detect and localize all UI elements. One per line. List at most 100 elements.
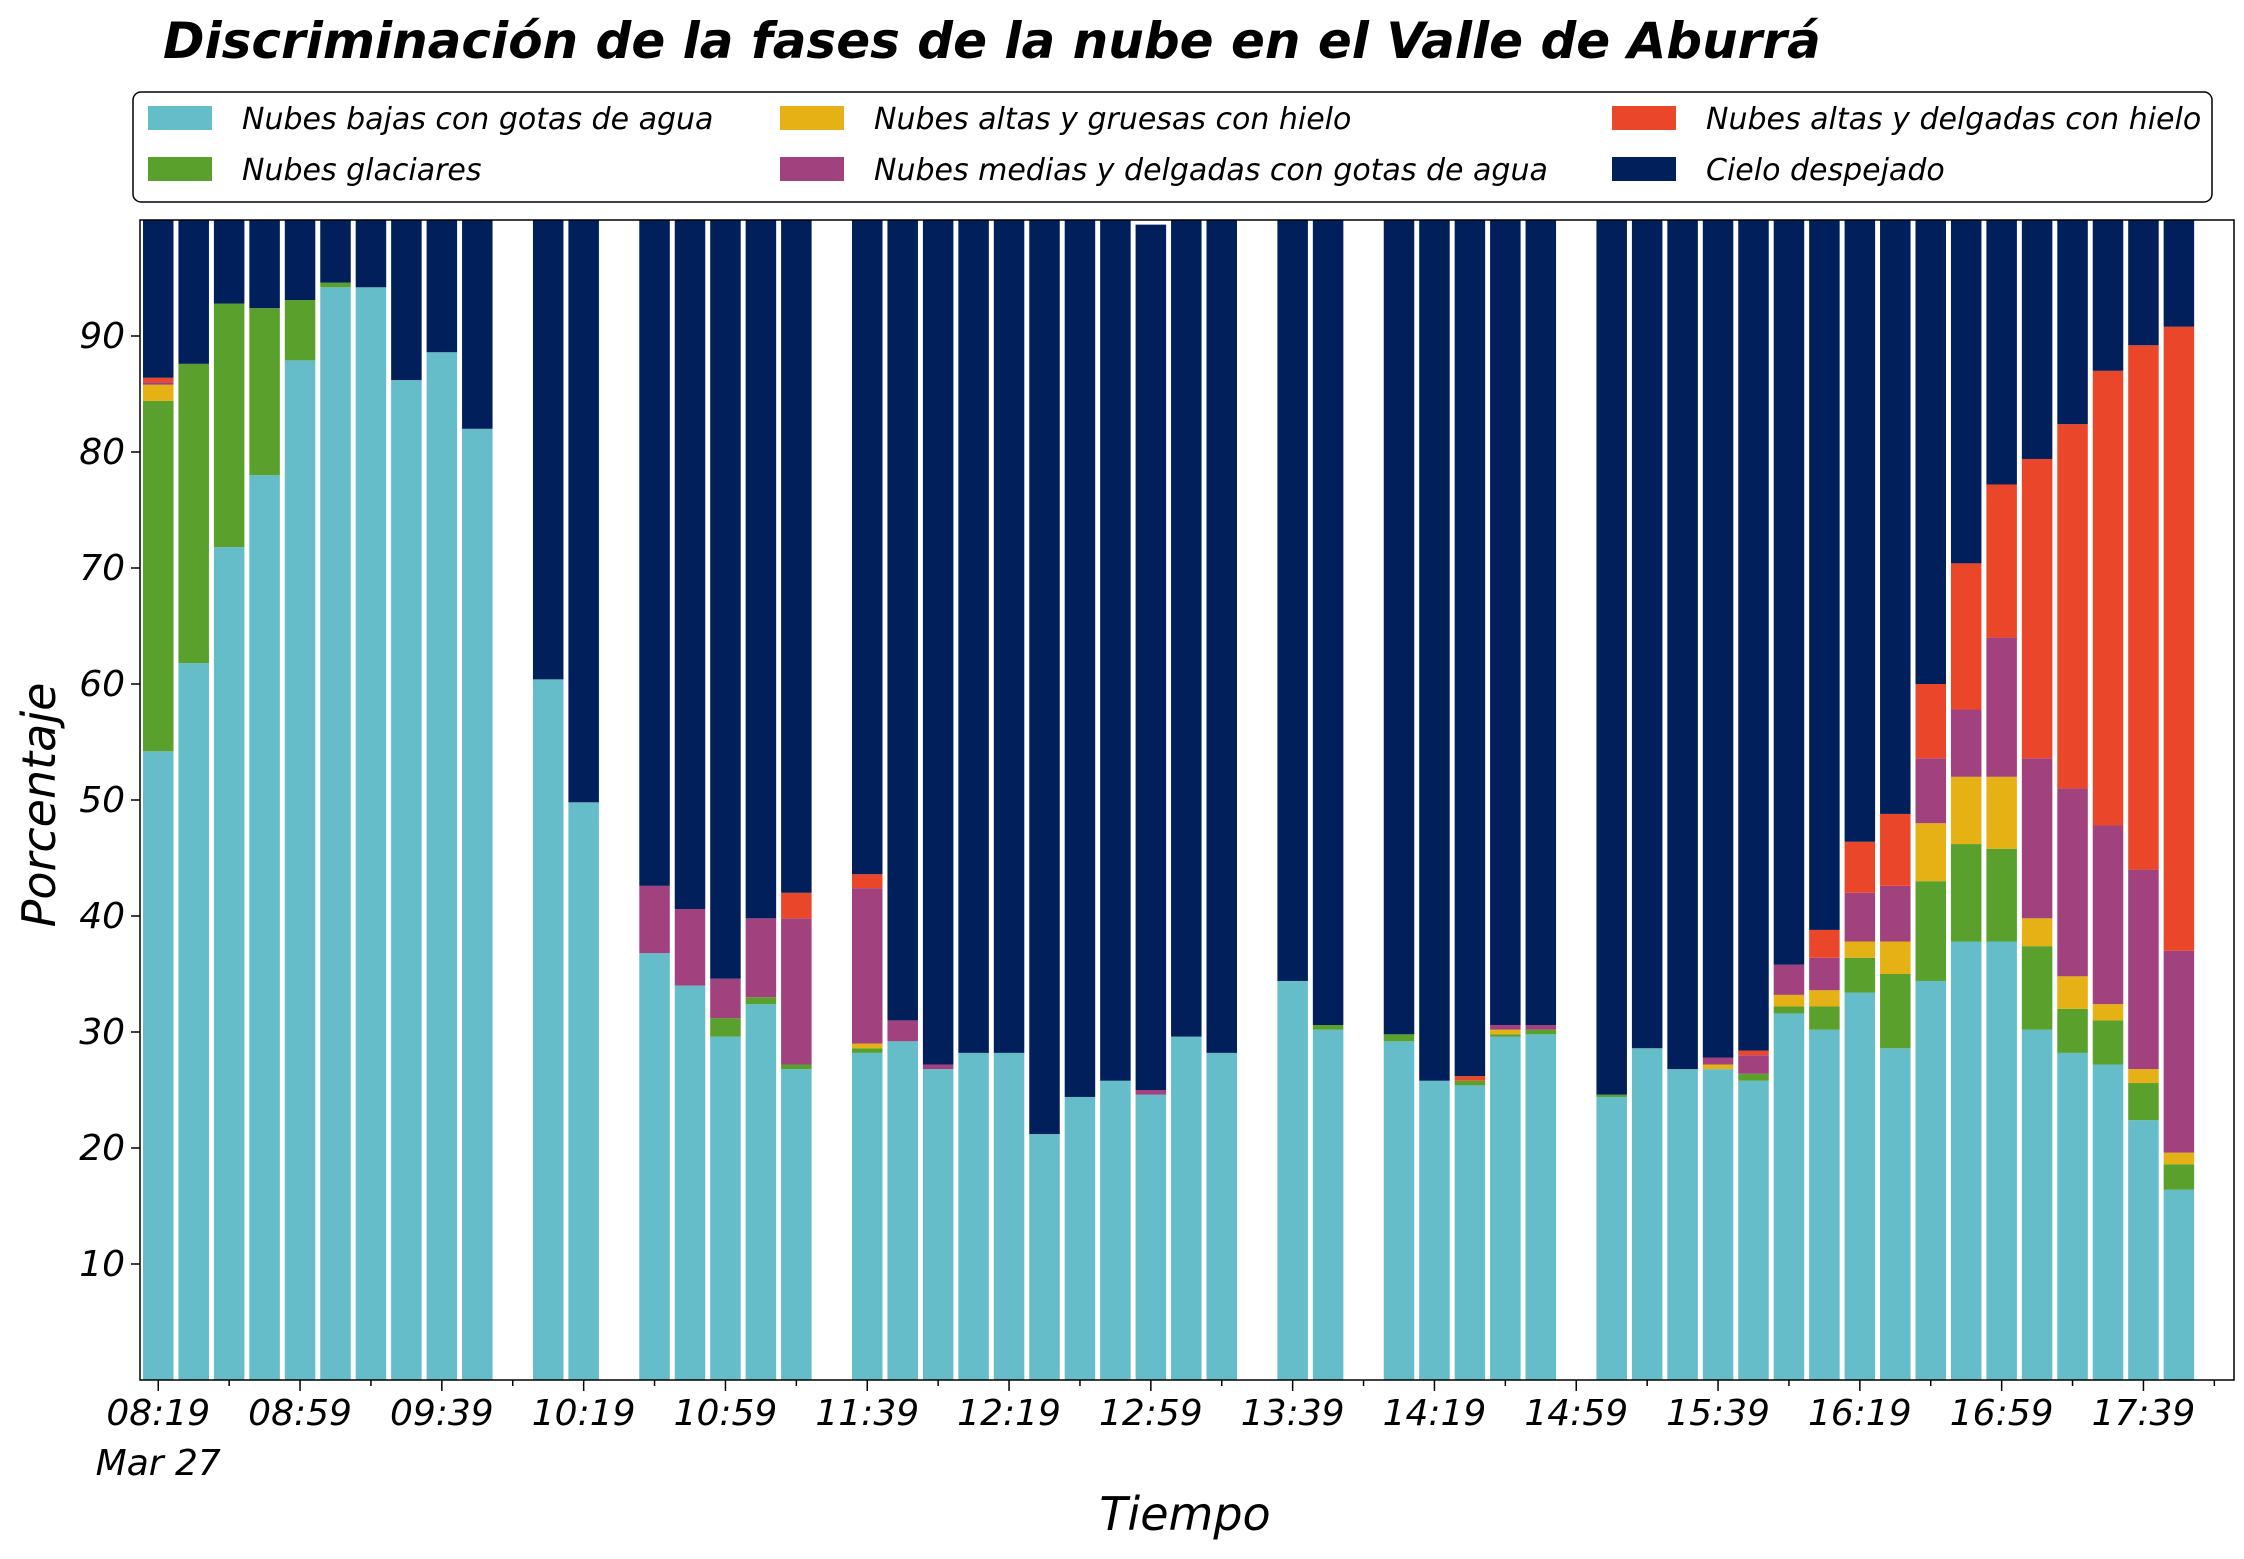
bar-nubes-glaciares-39	[1525, 1029, 1557, 1035]
bar-nubes-glaciares-20	[852, 1048, 883, 1053]
bar-nubes-medias-y-delgadas-con-gotas-de-agua-18	[781, 918, 812, 1065]
bar-nubes-altas-y-gruesas-con-hielo-55	[2092, 1004, 2124, 1021]
bar-nubes-bajas-con-gotas-de-agua-39	[1525, 1034, 1557, 1380]
legend-swatch-nubes-medias-y-delgadas-con-gotas-de-agua	[780, 157, 844, 181]
bar-nubes-medias-y-delgadas-con-gotas-de-agua-52	[1986, 637, 2017, 777]
bar-cielo-despejado-39	[1525, 220, 1557, 1026]
legend-label-nubes-glaciares: Nubes glaciares	[242, 153, 482, 188]
y-tick-label-80: 80	[79, 432, 125, 473]
bar-nubes-bajas-con-gotas-de-agua-35	[1383, 1041, 1415, 1380]
bar-nubes-glaciares-1	[178, 363, 209, 664]
bar-nubes-bajas-con-gotas-de-agua-0	[143, 751, 174, 1380]
y-tick-label-50: 50	[79, 780, 125, 821]
bar-nubes-altas-y-delgadas-con-hielo-48	[1844, 841, 1876, 893]
bar-nubes-altas-y-delgadas-con-hielo-37	[1454, 1076, 1486, 1081]
bar-nubes-altas-y-delgadas-con-hielo-47	[1809, 929, 1840, 958]
bar-nubes-medias-y-delgadas-con-gotas-de-agua-56	[2128, 869, 2159, 1070]
bar-nubes-bajas-con-gotas-de-agua-12	[568, 802, 599, 1380]
bar-cielo-despejado-38	[1490, 220, 1521, 1026]
bar-nubes-glaciares-33	[1312, 1025, 1344, 1030]
x-tick-label-0859: 08:59	[248, 1393, 352, 1434]
legend-label-cielo-despejado: Cielo despejado	[1706, 153, 1945, 188]
bar-nubes-altas-y-gruesas-con-hielo-56	[2128, 1069, 2159, 1084]
bar-nubes-medias-y-delgadas-con-gotas-de-agua-0	[143, 382, 174, 385]
bar-cielo-despejado-22	[922, 220, 954, 1065]
bar-nubes-bajas-con-gotas-de-agua-48	[1844, 992, 1876, 1380]
bar-cielo-despejado-1	[178, 220, 209, 364]
bar-nubes-altas-y-delgadas-con-hielo-50	[1915, 684, 1946, 759]
y-axis-label: Porcentaje	[12, 683, 66, 928]
bar-cielo-despejado-46	[1773, 220, 1805, 965]
bar-nubes-medias-y-delgadas-con-gotas-de-agua-38	[1490, 1025, 1521, 1030]
bar-cielo-despejado-43	[1667, 220, 1698, 1070]
bar-nubes-medias-y-delgadas-con-gotas-de-agua-49	[1880, 885, 1911, 942]
x-tick-label-1259: 12:59	[1099, 1393, 1203, 1434]
x-tick-label-1619: 16:19	[1808, 1393, 1912, 1434]
bar-nubes-bajas-con-gotas-de-agua-11	[532, 679, 564, 1380]
bar-cielo-despejado-54	[2057, 220, 2088, 425]
x-tick-label-1419: 14:19	[1383, 1393, 1487, 1434]
bar-cielo-despejado-28	[1135, 224, 1167, 1090]
bar-nubes-bajas-con-gotas-de-agua-6	[355, 287, 387, 1380]
bar-cielo-despejado-9	[462, 220, 493, 429]
bar-nubes-bajas-con-gotas-de-agua-29	[1171, 1036, 1202, 1380]
bar-cielo-despejado-55	[2092, 220, 2124, 371]
bar-nubes-medias-y-delgadas-con-gotas-de-agua-16	[710, 978, 741, 1019]
bar-nubes-glaciares-2	[213, 303, 245, 548]
bar-nubes-bajas-con-gotas-de-agua-51	[1950, 941, 1982, 1380]
bar-nubes-bajas-con-gotas-de-agua-20	[852, 1052, 883, 1380]
bar-nubes-altas-y-gruesas-con-hielo-53	[2021, 918, 2053, 947]
bar-nubes-bajas-con-gotas-de-agua-2	[213, 547, 245, 1380]
bar-nubes-bajas-con-gotas-de-agua-15	[674, 985, 706, 1380]
bar-nubes-altas-y-gruesas-con-hielo-57	[2163, 1152, 2195, 1165]
bar-cielo-despejado-36	[1419, 220, 1450, 1081]
bar-cielo-despejado-57	[2163, 220, 2195, 327]
bar-nubes-altas-y-delgadas-con-hielo-52	[1986, 484, 2017, 638]
bar-cielo-despejado-21	[887, 220, 918, 1021]
bar-nubes-altas-y-gruesas-con-hielo-46	[1773, 994, 1805, 1007]
bar-nubes-glaciares-52	[1986, 848, 2017, 942]
bar-nubes-medias-y-delgadas-con-gotas-de-agua-46	[1773, 964, 1805, 995]
plot-area	[139, 219, 2235, 1381]
bar-nubes-glaciares-51	[1950, 844, 1982, 942]
bar-cielo-despejado-4	[284, 220, 316, 301]
bar-nubes-glaciares-45	[1738, 1073, 1769, 1081]
bar-cielo-despejado-42	[1631, 220, 1663, 1049]
legend-swatch-nubes-bajas-con-gotas-de-agua	[148, 106, 212, 130]
bar-cielo-despejado-11	[532, 220, 564, 680]
bar-nubes-altas-y-delgadas-con-hielo-54	[2057, 424, 2088, 789]
bar-nubes-bajas-con-gotas-de-agua-32	[1277, 980, 1308, 1380]
bar-nubes-altas-y-gruesas-con-hielo-50	[1915, 823, 1946, 882]
bar-nubes-bajas-con-gotas-de-agua-36	[1419, 1080, 1450, 1380]
bar-nubes-bajas-con-gotas-de-agua-45	[1738, 1080, 1769, 1380]
y-tick-label-70: 70	[79, 548, 125, 589]
legend: Nubes bajas con gotas de agua Nubes glaci…	[132, 91, 2213, 203]
bar-nubes-glaciares-4	[284, 300, 316, 361]
bar-nubes-glaciares-54	[2057, 1008, 2088, 1053]
bar-nubes-bajas-con-gotas-de-agua-16	[710, 1036, 741, 1380]
bar-nubes-bajas-con-gotas-de-agua-9	[462, 428, 493, 1380]
bar-nubes-bajas-con-gotas-de-agua-27	[1100, 1080, 1131, 1380]
bar-nubes-bajas-con-gotas-de-agua-28	[1135, 1094, 1167, 1380]
bar-cielo-despejado-27	[1100, 220, 1131, 1081]
bar-nubes-glaciares-50	[1915, 881, 1946, 981]
bar-nubes-bajas-con-gotas-de-agua-24	[993, 1052, 1025, 1380]
bar-nubes-medias-y-delgadas-con-gotas-de-agua-17	[745, 918, 777, 998]
bar-nubes-bajas-con-gotas-de-agua-26	[1064, 1096, 1096, 1380]
bar-nubes-glaciares-53	[2021, 946, 2053, 1030]
bar-nubes-glaciares-17	[745, 997, 777, 1005]
bar-nubes-bajas-con-gotas-de-agua-52	[1986, 941, 2017, 1380]
bar-cielo-despejado-53	[2021, 220, 2053, 459]
bar-cielo-despejado-5	[320, 220, 351, 283]
bar-nubes-glaciares-46	[1773, 1006, 1805, 1014]
x-tick-label-1459: 14:59	[1524, 1393, 1628, 1434]
y-tick-label-30: 30	[79, 1012, 125, 1053]
bar-nubes-bajas-con-gotas-de-agua-1	[178, 663, 209, 1380]
bar-nubes-medias-y-delgadas-con-gotas-de-agua-47	[1809, 957, 1840, 991]
legend-swatch-cielo-despejado	[1612, 157, 1676, 181]
bar-cielo-despejado-41	[1596, 220, 1627, 1095]
bar-nubes-glaciares-56	[2128, 1083, 2159, 1121]
bar-nubes-medias-y-delgadas-con-gotas-de-agua-14	[639, 885, 670, 954]
bar-nubes-bajas-con-gotas-de-agua-5	[320, 287, 351, 1380]
